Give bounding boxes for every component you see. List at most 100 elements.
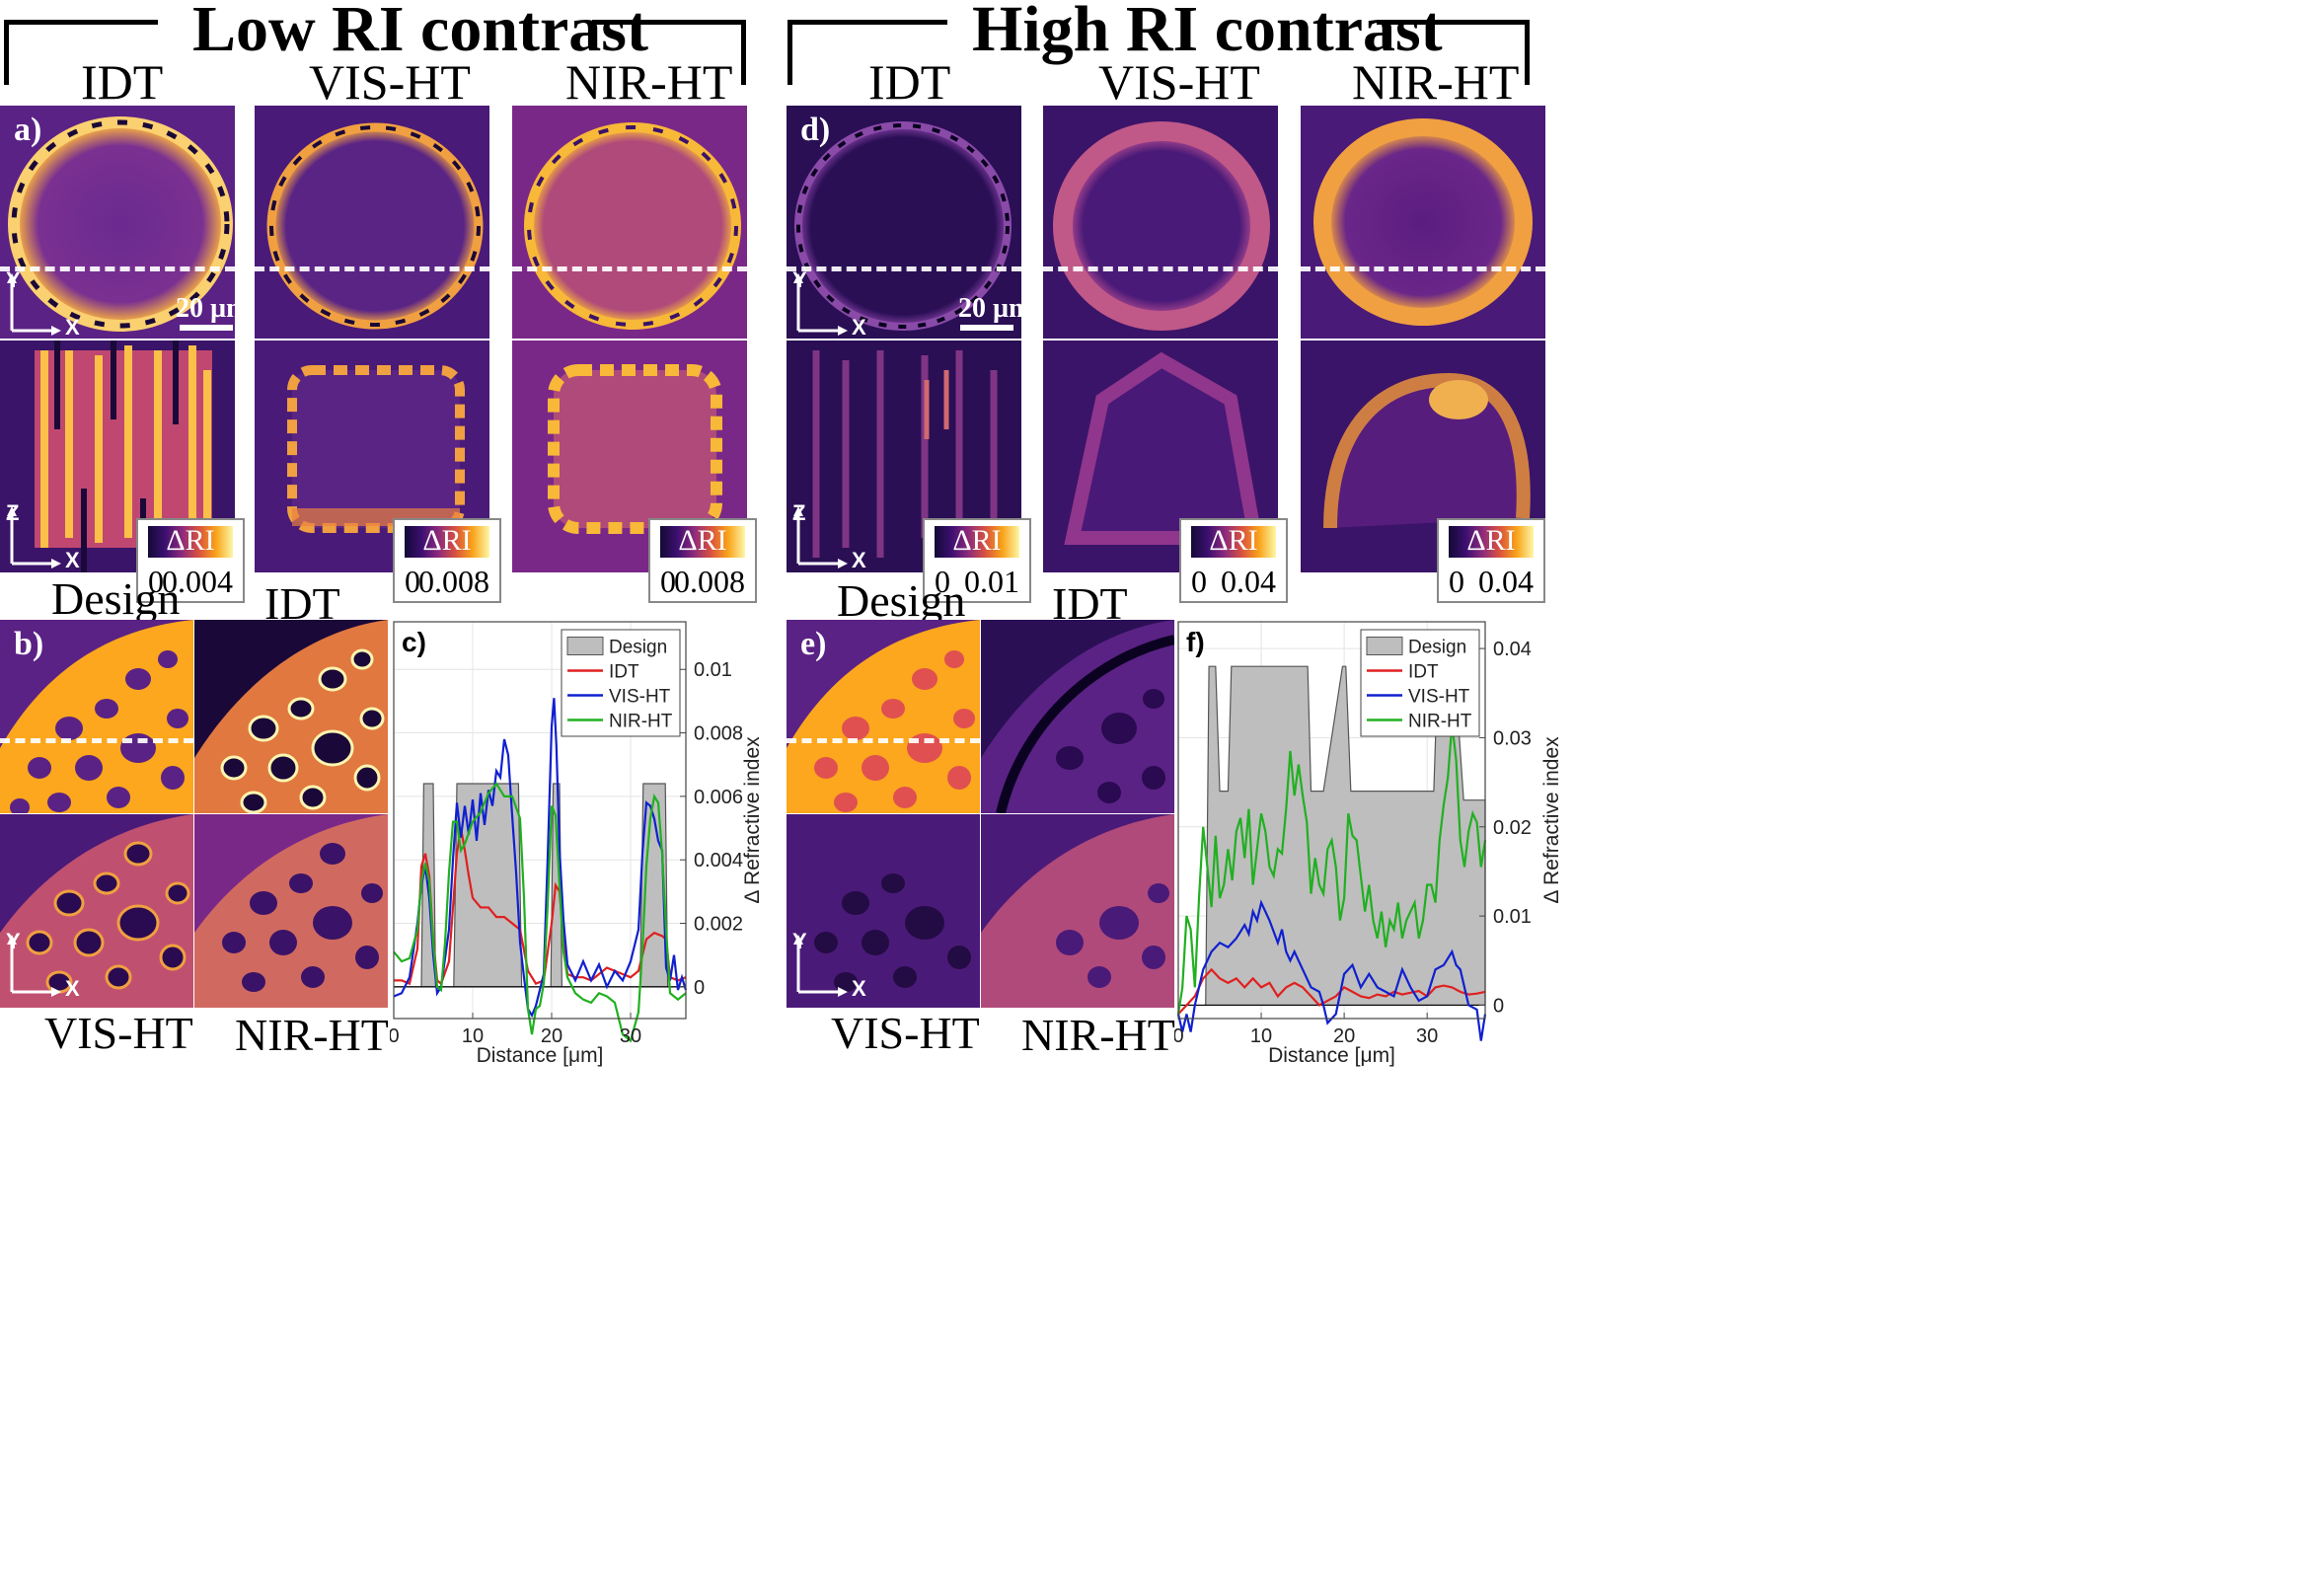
series-design-area — [1178, 665, 1486, 1007]
axis-x-label: X — [65, 976, 80, 1001]
panel-e-vis: Y X — [787, 814, 980, 1008]
panel-e-design: e) — [787, 620, 980, 813]
colorbar-high-vis: ΔRI 0 0.04 — [1179, 518, 1288, 603]
col-title-high-vis: VIS-HT — [1098, 54, 1260, 110]
profile-line — [787, 738, 980, 743]
y-tick-label: 0.008 — [694, 723, 743, 745]
colorbar-low-nir: ΔRI 0 0.008 — [648, 518, 757, 603]
panel-b-design: b) — [0, 620, 193, 813]
y-axis-label: Δ Refractive index — [741, 736, 764, 904]
x-tick-label: 10 — [1250, 1025, 1272, 1047]
profile-line — [787, 266, 1021, 271]
panel-e-nir — [981, 814, 1174, 1008]
colorbar-min: 0 — [935, 564, 950, 599]
panel-a-vis-xz — [255, 341, 489, 572]
low-contrast-header: Low RI contrast — [192, 0, 648, 65]
panel-a-idt-xy: a) 20 µm Y X — [0, 106, 235, 339]
colorbar-max: 0.01 — [964, 564, 1019, 599]
panel-d-nir-xy — [1301, 106, 1545, 339]
series-nir-ht-line — [393, 782, 687, 1043]
x-tick-label: 20 — [541, 1025, 562, 1047]
profile-line — [1301, 266, 1545, 271]
colorbar-title: ΔRI — [952, 524, 1002, 557]
x-tick-label: 20 — [1333, 1025, 1355, 1047]
colorbar-low-idt: ΔRI 0 0.004 — [136, 518, 245, 603]
colorbar-gradient — [148, 526, 233, 558]
scale-label: 20 µm — [958, 293, 1021, 324]
chart-panel-label: c) — [402, 627, 426, 657]
panel-d-nir-xz — [1301, 341, 1545, 572]
axis-x-label: X — [852, 976, 866, 1001]
profile-line — [512, 266, 747, 271]
legend-swatch-design — [566, 637, 604, 655]
axis-y-label: Y — [6, 267, 21, 292]
profile-line — [1043, 266, 1278, 271]
col-title-low-vis: VIS-HT — [309, 54, 471, 110]
profile-line — [0, 266, 235, 271]
colorbar-gradient — [1191, 526, 1276, 558]
y-tick-label: 0 — [1493, 995, 1504, 1017]
colorbar-max: 0.04 — [1221, 564, 1276, 599]
xy-axes-icon: Y X — [6, 267, 95, 339]
label-e: e) — [800, 626, 827, 662]
colorbar-max: 0.008 — [418, 564, 489, 599]
xz-axes-icon: Z X — [6, 500, 95, 572]
panel-b-vis: Y X — [0, 814, 193, 1008]
x-axis-label: Distance [μm] — [1268, 1044, 1395, 1067]
legend-label: NIR-HT — [609, 712, 673, 732]
colorbar-gradient — [405, 526, 489, 558]
legend-swatch-design — [1366, 637, 1403, 655]
legend-label: VIS-HT — [609, 687, 671, 708]
axis-z-label: Z — [792, 500, 806, 525]
axis-y-label: Y — [792, 929, 807, 953]
axis-x-label: X — [65, 315, 80, 339]
label-a: a) — [14, 112, 42, 148]
panel-b-nir — [194, 814, 388, 1008]
profile-line — [255, 266, 489, 271]
col-title-high-idt: IDT — [868, 54, 951, 110]
y-tick-label: 0.03 — [1493, 727, 1532, 749]
x-tick-label: 0 — [1174, 1025, 1184, 1047]
axis-x-label: X — [852, 315, 866, 339]
legend-label: Design — [609, 638, 667, 658]
colorbar-high-nir: ΔRI 0 0.04 — [1437, 518, 1545, 603]
legend-label: IDT — [609, 662, 639, 683]
y-tick-label: 0.006 — [694, 787, 743, 808]
colorbar-low-vis: ΔRI 0 0.008 — [393, 518, 501, 603]
axis-y-label: Y — [792, 267, 807, 292]
x-axis-label: Distance [μm] — [477, 1044, 604, 1067]
panel-b-idt — [194, 620, 388, 813]
scale-label: 20 µm — [176, 293, 235, 324]
colorbar-title: ΔRI — [422, 524, 472, 557]
y-tick-label: 0.01 — [694, 659, 732, 681]
plot-frame — [393, 621, 687, 1020]
x-tick-label: 30 — [1416, 1025, 1438, 1047]
col-title-low-idt: IDT — [81, 54, 164, 110]
colorbar-min: 0 — [1191, 564, 1207, 599]
y-tick-label: 0.02 — [1493, 817, 1532, 839]
colorbar-gradient — [1449, 526, 1534, 558]
axis-y-label: Y — [6, 929, 21, 953]
axis-z-label: Z — [6, 500, 20, 525]
colorbar-max: 0.04 — [1478, 564, 1534, 599]
xy-axes-icon: Y X — [6, 929, 95, 1002]
plot-frame — [1177, 621, 1486, 1020]
colorbar-max: 0.008 — [674, 564, 745, 599]
x-tick-label: 10 — [462, 1025, 484, 1047]
series-nir-ht-line — [1176, 723, 1487, 1015]
legend-label: IDT — [1408, 662, 1439, 683]
xy-axes-icon: Y X — [792, 267, 881, 339]
y-axis-label: Δ Refractive index — [1540, 736, 1563, 904]
y-tick-label: 0 — [694, 977, 705, 999]
colorbar-title: ΔRI — [166, 524, 215, 557]
chart-panel-label: f) — [1186, 627, 1205, 657]
y-tick-label: 0.004 — [694, 850, 743, 871]
zoom-label-nir-low: NIR-HT — [235, 1010, 389, 1060]
legend-label: NIR-HT — [1408, 712, 1472, 732]
chart-f-line-profile: 0 10 20 30 0 0.01 0.02 0.03 0.04 Distance [μm] Δ R… — [1174, 621, 1563, 1067]
colorbar-title: ΔRI — [1209, 524, 1258, 557]
panel-a-nir-xy — [512, 106, 747, 339]
colorbar-min: 0 — [405, 564, 420, 599]
zoom-label-design-low: Design — [51, 573, 181, 624]
colorbar-min: 0 — [1449, 564, 1464, 599]
